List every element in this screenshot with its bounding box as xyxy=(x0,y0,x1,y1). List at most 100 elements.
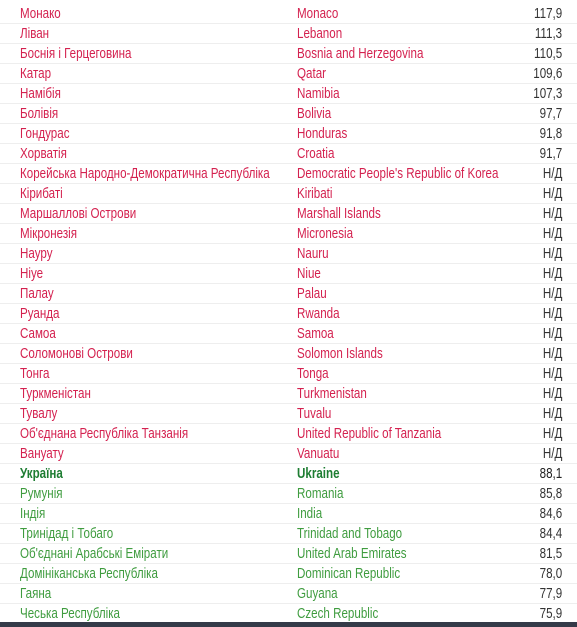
name-en: Rwanda xyxy=(297,306,340,322)
value: Н/Д xyxy=(542,426,562,442)
value: 109,6 xyxy=(532,66,562,82)
name-uk: Маршаллові Острови xyxy=(20,206,137,222)
value: 107,3 xyxy=(532,86,562,102)
table-row: Палау Palau Н/Д xyxy=(0,284,577,304)
table-row: Гондурас Honduras 91,8 xyxy=(0,124,577,144)
table-row: Об'єднана Республіка Танзанія United Repu… xyxy=(0,424,577,444)
value: 111,3 xyxy=(534,26,562,42)
value: 84,6 xyxy=(539,506,562,522)
value: 117,9 xyxy=(533,6,562,22)
name-en: Democratic People's Republic of Korea xyxy=(297,166,499,182)
name-en: Nauru xyxy=(297,246,329,262)
value: Н/Д xyxy=(542,166,562,182)
name-en: Honduras xyxy=(297,126,348,142)
value: 84,4 xyxy=(539,526,562,542)
name-en: Tonga xyxy=(297,366,329,382)
table-row: Україна Ukraine 88,1 xyxy=(0,464,577,484)
table-row: Кірибаті Kiribati Н/Д xyxy=(0,184,577,204)
name-uk: Об'єднані Арабські Емірати xyxy=(20,546,169,562)
value: 91,8 xyxy=(539,126,562,142)
name-uk: Домініканська Республіка xyxy=(20,566,158,582)
name-en: Trinidad and Tobago xyxy=(297,526,403,542)
name-uk: Монако xyxy=(20,6,61,22)
name-en: Bosnia and Herzegovina xyxy=(297,46,424,62)
table-row: Чеська Республіка Czech Republic 75,9 xyxy=(0,604,577,624)
name-uk: Намібія xyxy=(20,86,61,102)
name-uk: Науру xyxy=(20,246,53,262)
table-row: Руанда Rwanda Н/Д xyxy=(0,304,577,324)
table-row: Боснія і Герцеговина Bosnia and Herzegovi… xyxy=(0,44,577,64)
table-row: Ліван Lebanon 111,3 xyxy=(0,24,577,44)
value: Н/Д xyxy=(542,346,562,362)
table-row: Румунія Romania 85,8 xyxy=(0,484,577,504)
table-row: Мікронезія Micronesia Н/Д xyxy=(0,224,577,244)
value: 81,5 xyxy=(539,546,562,562)
name-uk: Соломонові Острови xyxy=(20,346,133,362)
name-en: Lebanon xyxy=(297,26,343,42)
name-uk: Індія xyxy=(20,506,46,522)
table-row: Тонга Tonga Н/Д xyxy=(0,364,577,384)
name-uk: Тувалу xyxy=(20,406,58,422)
name-uk: Корейська Народно-Демократична Республік… xyxy=(20,166,270,182)
table-row: Корейська Народно-Демократична Республік… xyxy=(0,164,577,184)
name-uk: Чеська Республіка xyxy=(20,606,120,622)
name-uk: Україна xyxy=(20,466,63,482)
name-uk: Кірибаті xyxy=(20,186,63,202)
name-en: Kiribati xyxy=(297,186,333,202)
value: Н/Д xyxy=(542,266,562,282)
name-en: Solomon Islands xyxy=(297,346,383,362)
table-row: Намібія Namibia 107,3 xyxy=(0,84,577,104)
table-row: Хорватія Croatia 91,7 xyxy=(0,144,577,164)
table-row: Об'єднані Арабські Емірати United Arab Em… xyxy=(0,544,577,564)
table-row: Катар Qatar 109,6 xyxy=(0,64,577,84)
table-row: Тувалу Tuvalu Н/Д xyxy=(0,404,577,424)
name-en: Micronesia xyxy=(297,226,354,242)
table-row: Болівія Bolivia 97,7 xyxy=(0,104,577,124)
value: Н/Д xyxy=(542,186,562,202)
name-uk: Тринідад і Тобаго xyxy=(20,526,114,542)
value: Н/Д xyxy=(542,286,562,302)
table-row: Соломонові Острови Solomon Islands Н/Д xyxy=(0,344,577,364)
name-en: Marshall Islands xyxy=(297,206,381,222)
name-uk: Туркменістан xyxy=(20,386,91,402)
table-row: Маршаллові Острови Marshall Islands Н/Д xyxy=(0,204,577,224)
table-row: Тринідад і Тобаго Trinidad and Tobago 84,4 xyxy=(0,524,577,544)
name-en: Guyana xyxy=(297,586,338,602)
value: Н/Д xyxy=(542,326,562,342)
name-en: United Republic of Tanzania xyxy=(297,426,442,442)
name-en: Namibia xyxy=(297,86,340,102)
name-uk: Самоа xyxy=(20,326,56,342)
name-en: Vanuatu xyxy=(297,446,340,462)
table-row: Туркменістан Turkmenistan Н/Д xyxy=(0,384,577,404)
table-row: Індія India 84,6 xyxy=(0,504,577,524)
name-uk: Вануату xyxy=(20,446,64,462)
name-uk: Боснія і Герцеговина xyxy=(20,46,132,62)
name-en: Turkmenistan xyxy=(297,386,367,402)
value: 88,1 xyxy=(539,466,562,482)
value: Н/Д xyxy=(542,306,562,322)
table-row: Науру Nauru Н/Д xyxy=(0,244,577,264)
value: Н/Д xyxy=(542,386,562,402)
value: 110,5 xyxy=(533,46,562,62)
table-row: Гаяна Guyana 77,9 xyxy=(0,584,577,604)
table-row: Самоа Samoa Н/Д xyxy=(0,324,577,344)
value: Н/Д xyxy=(542,446,562,462)
name-en: Bolivia xyxy=(297,106,332,122)
name-en: Qatar xyxy=(297,66,327,82)
name-uk: Хорватія xyxy=(20,146,67,162)
value: 97,7 xyxy=(539,106,562,122)
name-uk: Болівія xyxy=(20,106,59,122)
name-uk: Тонга xyxy=(20,366,50,382)
name-en: Romania xyxy=(297,486,344,502)
value: Н/Д xyxy=(542,366,562,382)
table-row: Ніуе Niue Н/Д xyxy=(0,264,577,284)
name-uk: Катар xyxy=(20,66,52,82)
name-uk: Гаяна xyxy=(20,586,52,602)
table-row: Вануату Vanuatu Н/Д xyxy=(0,444,577,464)
name-en: Niue xyxy=(297,266,321,282)
name-en: Croatia xyxy=(297,146,335,162)
name-en: Samoa xyxy=(297,326,334,342)
value: Н/Д xyxy=(542,406,562,422)
value: 78,0 xyxy=(539,566,562,582)
